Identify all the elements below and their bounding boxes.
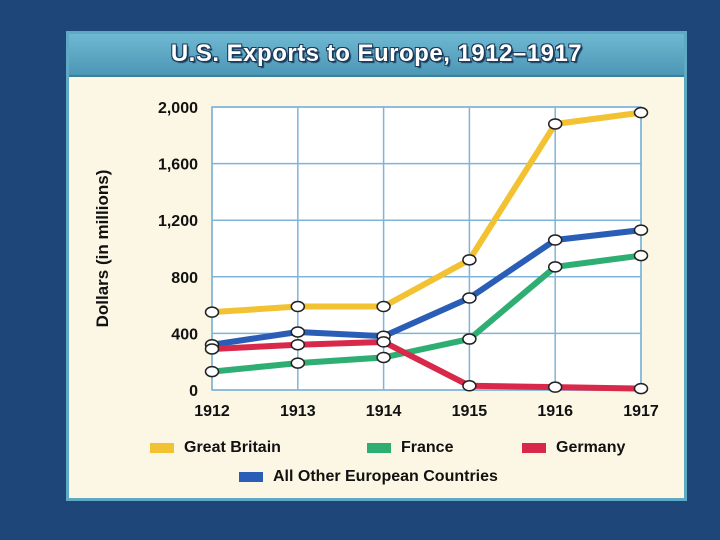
x-tick-label: 1913: [280, 403, 316, 420]
legend-label: France: [401, 439, 454, 456]
y-tick-label: 1,200: [158, 213, 198, 230]
title-bar: U.S. Exports to Europe, 1912–1917: [69, 34, 684, 77]
legend-label: Germany: [556, 439, 626, 456]
data-point: [290, 300, 306, 313]
data-point: [462, 292, 477, 304]
data-point: [376, 351, 391, 364]
x-tick-label: 1914: [366, 403, 402, 420]
y-axis-label: Dollars (in millions): [93, 170, 112, 328]
legend-item-other-european: All Other European Countries: [239, 468, 498, 486]
data-point: [547, 118, 563, 130]
legend-swatch: [522, 443, 546, 453]
legend-label: Great Britain: [184, 439, 281, 456]
chart-title: U.S. Exports to Europe, 1912–1917: [170, 40, 583, 67]
series-line-0: [209, 109, 644, 316]
plot-border: [211, 106, 642, 391]
legend-label: All Other European Countries: [273, 468, 498, 485]
data-point: [204, 365, 220, 378]
legend-item-france: France: [367, 439, 453, 457]
data-point: [376, 300, 391, 313]
legend-swatch: [367, 443, 391, 453]
data-point: [290, 326, 306, 338]
legend-item-germany: Germany: [522, 439, 625, 457]
y-tick-label: 2,000: [158, 100, 198, 117]
data-point: [633, 224, 649, 236]
data-point: [633, 106, 649, 119]
data-point: [290, 338, 306, 351]
legend-item-great-britain: Great Britain: [150, 439, 281, 457]
data-point: [547, 261, 563, 273]
data-point: [462, 380, 477, 392]
series-line-2: [209, 252, 644, 375]
x-tick-label: 1915: [452, 403, 488, 420]
legend-swatch: [239, 472, 263, 482]
data-point: [547, 381, 563, 393]
x-tick-label: 1917: [623, 403, 659, 420]
y-tick-label: 800: [171, 270, 198, 287]
data-point: [633, 249, 649, 262]
series-line-1: [209, 227, 644, 348]
data-point: [633, 382, 649, 395]
data-point: [204, 343, 220, 355]
y-tick-label: 400: [171, 326, 198, 343]
x-tick-label: 1912: [194, 403, 230, 420]
y-tick-label: 0: [189, 383, 198, 400]
x-tick-label: 1916: [537, 403, 573, 420]
data-point: [462, 254, 477, 266]
data-point: [204, 306, 220, 318]
data-point: [376, 336, 391, 348]
data-point: [290, 357, 306, 369]
data-point: [462, 333, 477, 345]
data-point: [547, 234, 563, 246]
series-line-3: [209, 338, 644, 392]
y-tick-label: 1,600: [158, 157, 198, 174]
legend-swatch: [150, 443, 174, 453]
